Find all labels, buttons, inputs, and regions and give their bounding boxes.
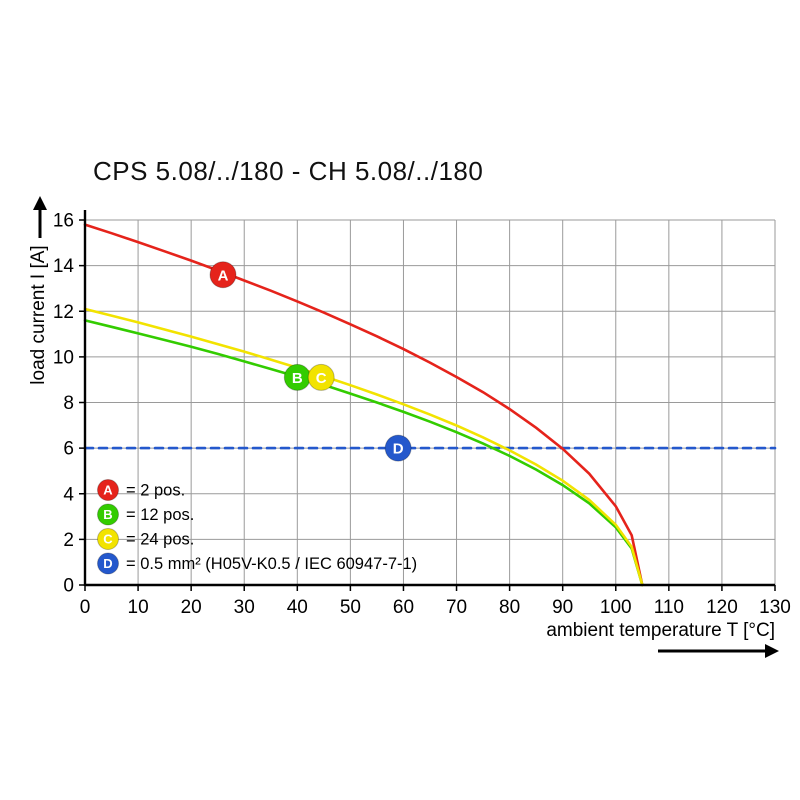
curve-C (83, 307, 644, 587)
legend-label-A: = 2 pos. (126, 482, 185, 500)
y-tick-label: 2 (63, 530, 74, 551)
y-tick-label: 14 (53, 256, 75, 277)
legend-marker-letter-A: A (103, 483, 113, 498)
x-tick-label: 30 (234, 597, 255, 618)
x-tick-label: 10 (128, 597, 149, 618)
legend-marker-letter-D: D (103, 556, 112, 571)
marker-letter-C: C (316, 370, 327, 387)
x-axis-arrow-icon (765, 644, 779, 658)
marker-A (209, 261, 237, 289)
legend-marker-D (97, 552, 119, 575)
x-tick-label: 50 (340, 597, 361, 618)
legend-marker-C (97, 528, 119, 550)
y-axis-arrow-icon (33, 196, 47, 210)
x-tick-label: 80 (499, 597, 520, 618)
legend-marker-B (97, 503, 119, 526)
y-tick-label: 4 (63, 484, 74, 505)
x-tick-label: 40 (287, 597, 308, 618)
marker-letter-D: D (393, 441, 404, 458)
x-tick-label: 70 (446, 597, 467, 618)
x-tick-label: 0 (80, 597, 91, 618)
x-tick-label: 60 (393, 597, 414, 618)
x-tick-label: 100 (600, 597, 632, 618)
y-tick-label: 10 (53, 347, 74, 368)
x-tick-label: 20 (181, 597, 202, 618)
marker-letter-B: B (292, 370, 303, 387)
legend-marker-letter-B: B (103, 507, 112, 522)
chart-title: CPS 5.08/../180 - CH 5.08/../180 (93, 156, 484, 186)
x-axis-label: ambient temperature T [°C] (546, 620, 775, 641)
curve-A (83, 223, 644, 587)
marker-letter-A: A (218, 267, 229, 284)
marker-C (307, 363, 335, 391)
x-tick-label: 130 (759, 597, 791, 618)
x-tick-label: 110 (654, 597, 684, 618)
y-tick-label: 12 (53, 302, 74, 323)
marker-D (384, 434, 412, 462)
legend-marker-A (97, 479, 119, 501)
x-tick-label: 120 (706, 597, 738, 618)
y-tick-label: 8 (63, 393, 74, 414)
legend-label-D: = 0.5 mm² (H05V-K0.5 / IEC 60947-7-1) (126, 555, 417, 573)
y-tick-label: 0 (63, 576, 74, 597)
y-tick-label: 6 (63, 439, 74, 460)
legend-label-C: = 24 pos. (126, 531, 194, 549)
legend-marker-letter-C: C (103, 532, 113, 547)
y-tick-label: 16 (53, 211, 74, 232)
x-tick-label: 90 (552, 597, 573, 618)
y-axis-label: load current I [A] (28, 245, 49, 384)
curve-B (83, 319, 644, 587)
legend-label-B: = 12 pos. (126, 506, 194, 524)
